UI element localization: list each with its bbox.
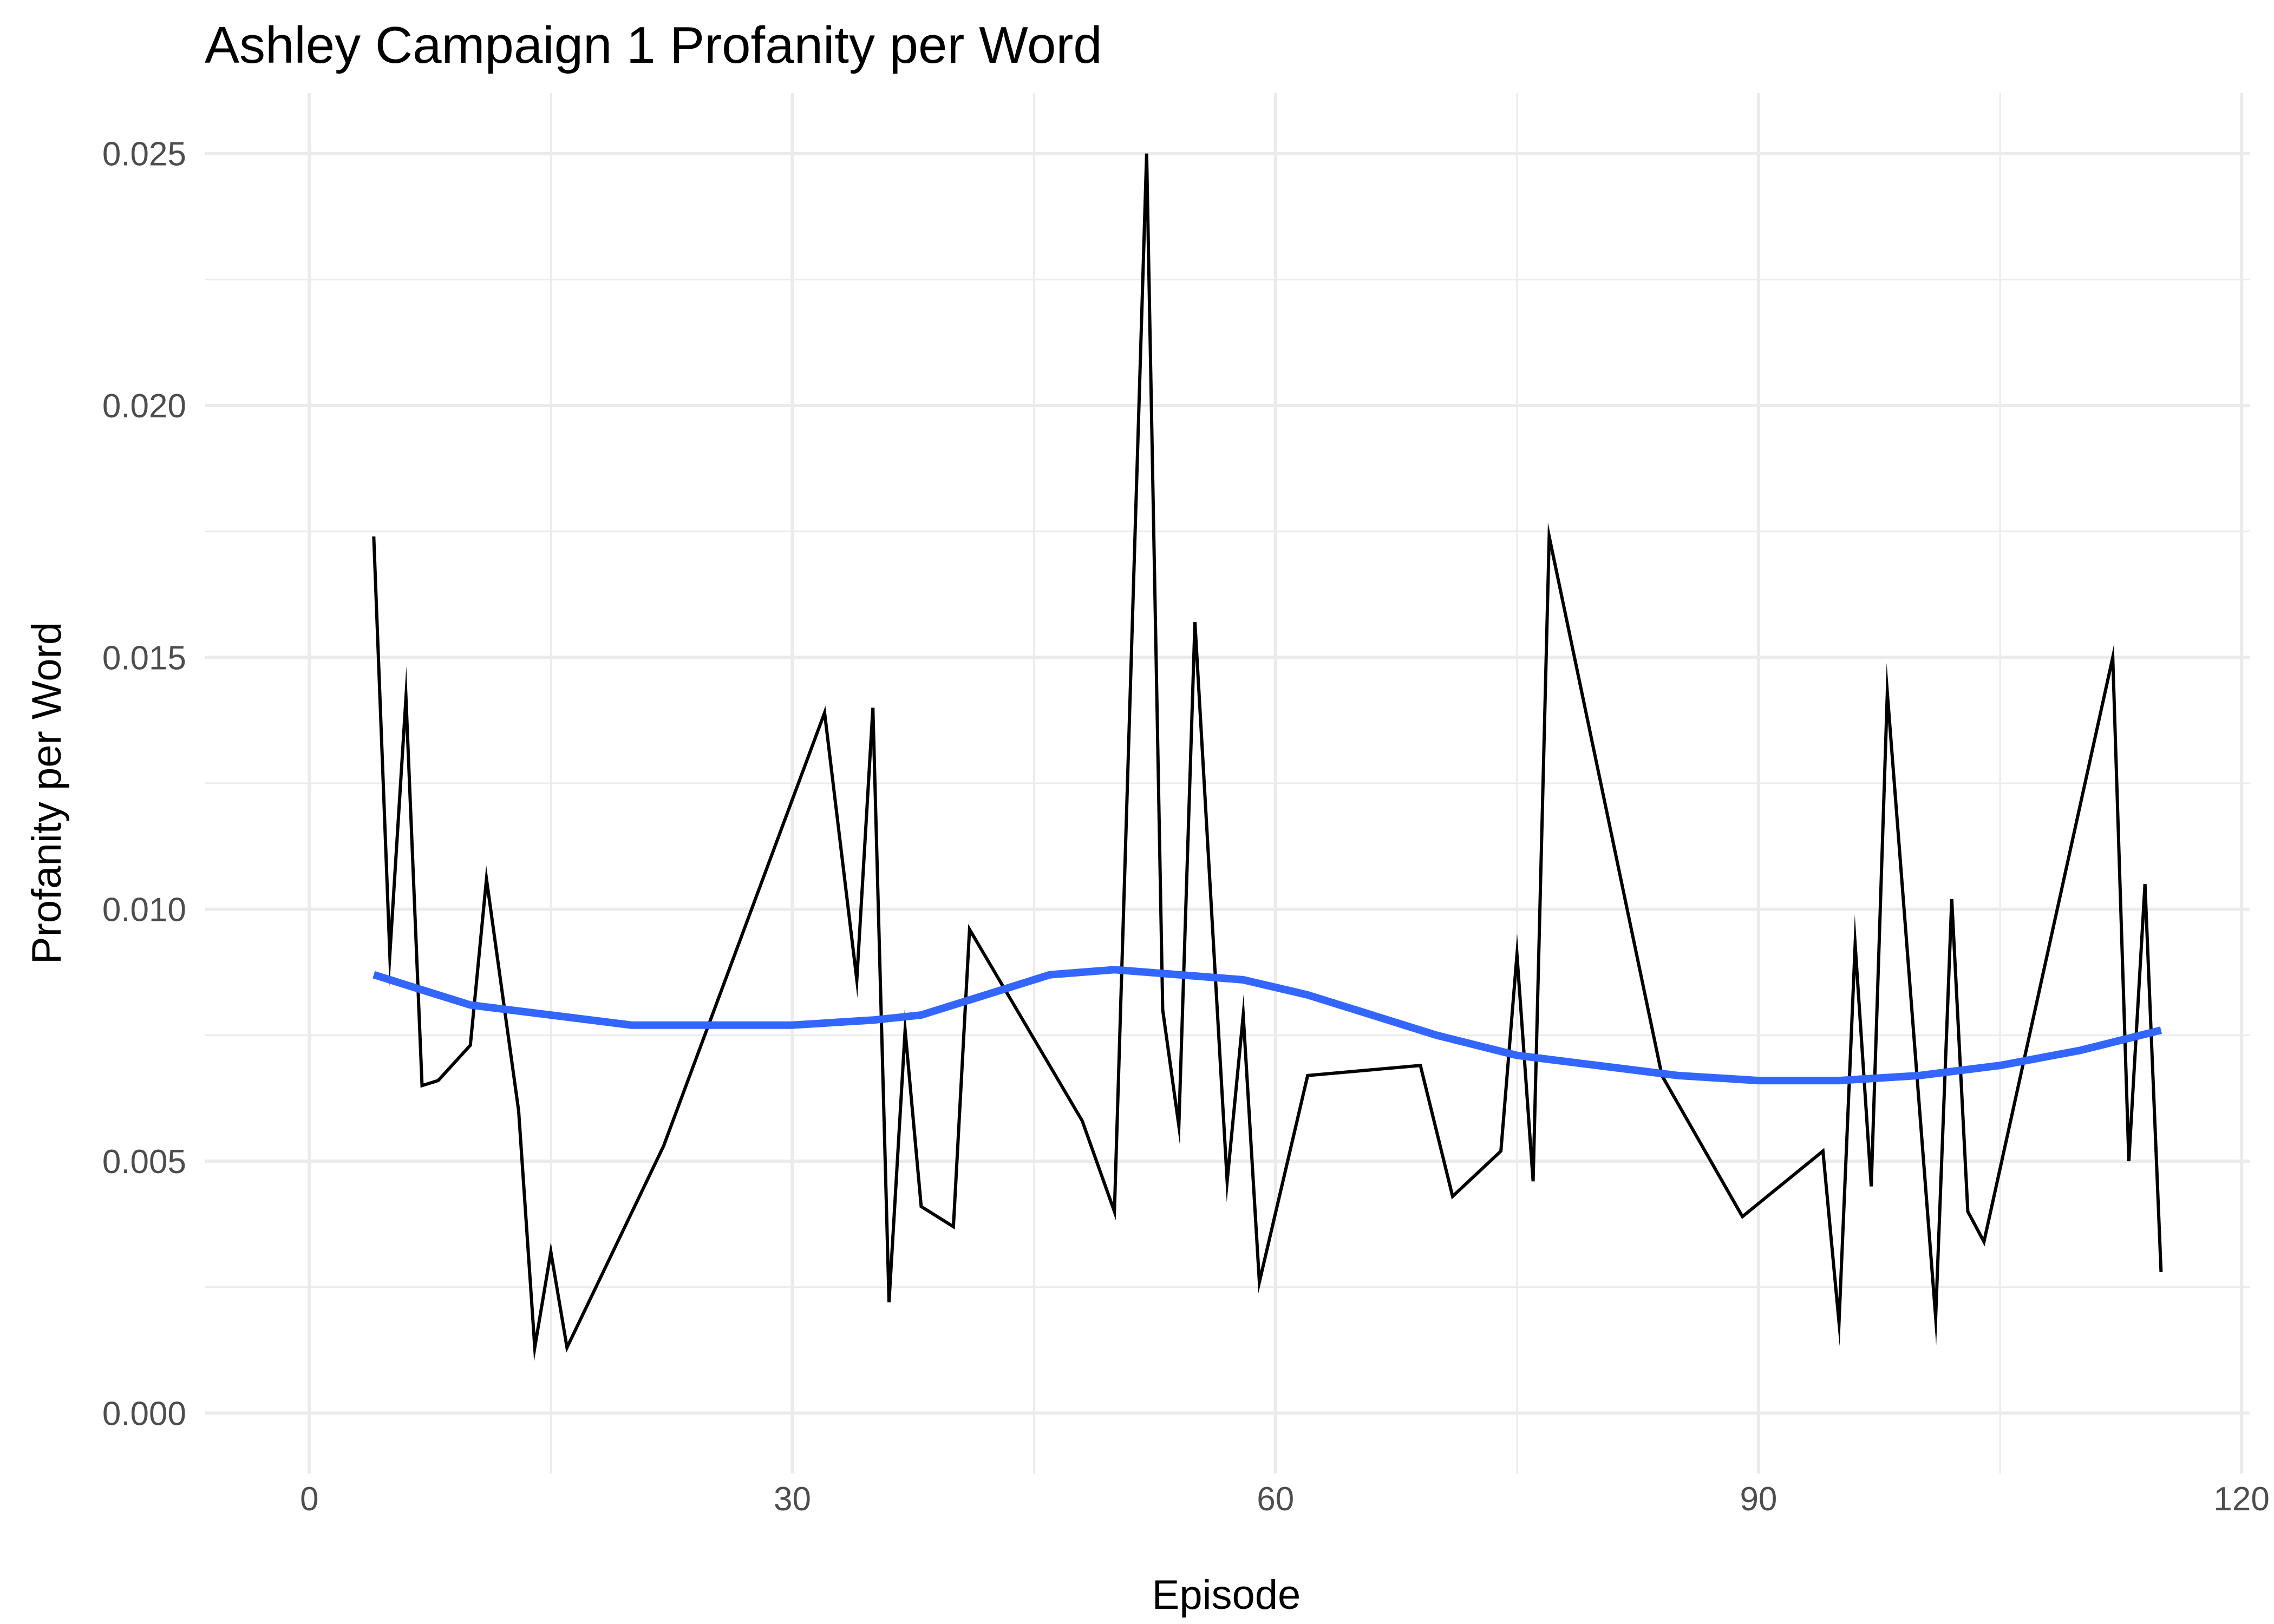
x-tick-label: 0 — [300, 1481, 318, 1518]
grid — [205, 93, 2250, 1474]
smooth-trend-line — [373, 966, 2162, 1085]
chart-title: Ashley Campaign 1 Profanity per Word — [205, 16, 1102, 74]
y-tick-label: 0.015 — [102, 639, 186, 677]
plot-area — [372, 153, 2163, 1361]
x-tick-label: 90 — [1740, 1481, 1777, 1518]
y-tick-label: 0.020 — [102, 388, 186, 425]
y-tick-label: 0.005 — [102, 1143, 186, 1181]
x-tick-label: 120 — [2213, 1481, 2269, 1518]
x-tick-label: 30 — [774, 1481, 811, 1518]
y-tick-label: 0.025 — [102, 136, 186, 173]
x-tick-label: 60 — [1257, 1481, 1294, 1518]
axis-ticks: 0 30 60 90 120 0.000 0.005 0.010 0.015 0.020 0.025 — [102, 136, 2270, 1518]
y-axis-label: Profanity per Word — [24, 622, 70, 964]
y-tick-label: 0.000 — [102, 1395, 186, 1432]
profanity-line — [372, 153, 2163, 1361]
y-tick-label: 0.010 — [102, 892, 186, 929]
x-axis-label: Episode — [1152, 1572, 1301, 1618]
